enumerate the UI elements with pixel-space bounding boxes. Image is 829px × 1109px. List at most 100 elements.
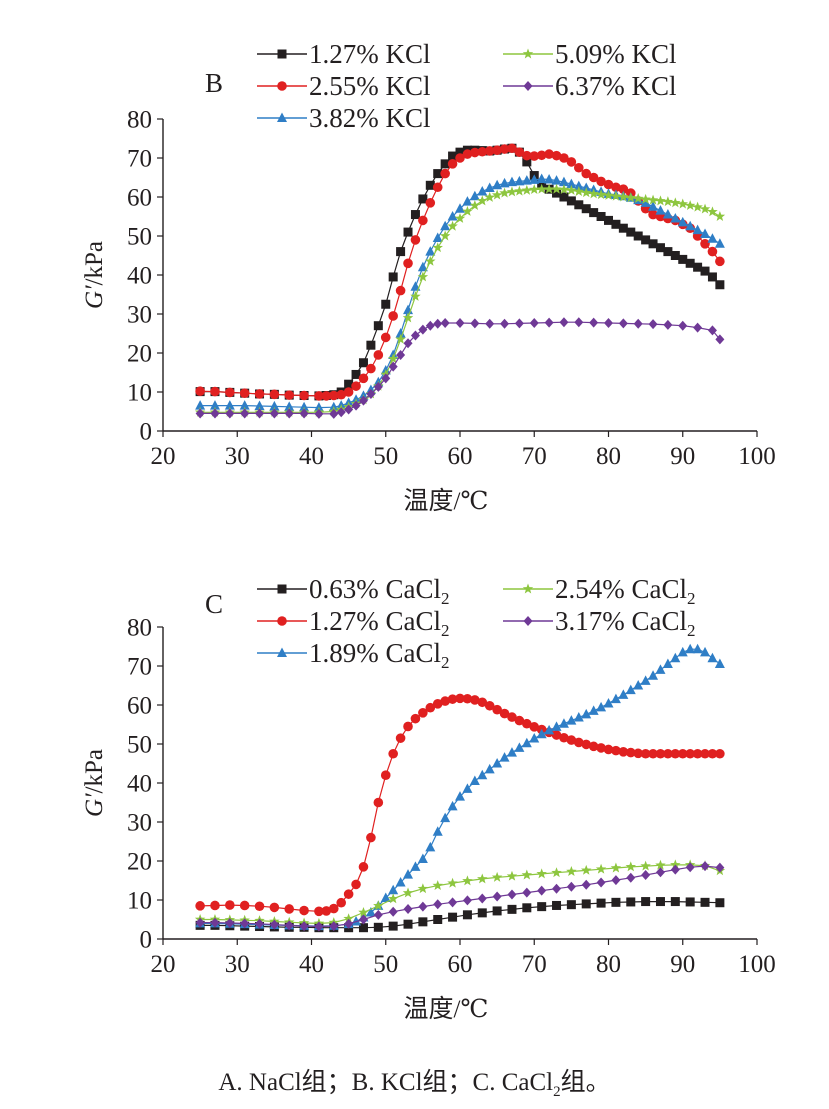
data-point (477, 873, 488, 884)
data-point (491, 189, 503, 200)
caption-subscript: 2 (553, 1084, 561, 1100)
series-line (200, 188, 721, 413)
data-point (715, 898, 725, 908)
data-point (455, 791, 465, 801)
data-point (387, 353, 399, 364)
data-point (403, 258, 413, 269)
y-axis-title-symbol: G′ (81, 793, 108, 817)
data-point (299, 921, 309, 932)
data-point (462, 196, 473, 206)
data-point (358, 914, 368, 925)
x-tick-label: 90 (670, 443, 695, 470)
data-point (536, 183, 547, 194)
data-point (677, 198, 688, 209)
data-point (403, 919, 413, 929)
data-point (521, 184, 533, 195)
data-point (269, 400, 280, 411)
data-point (700, 748, 710, 759)
legend-marker (522, 48, 534, 59)
data-point (529, 151, 540, 161)
data-point (715, 256, 725, 267)
series-line (200, 147, 721, 397)
data-point (663, 319, 673, 330)
data-point (633, 231, 643, 241)
y-tick-label: 10 (127, 888, 152, 915)
x-tick-label: 70 (522, 951, 547, 978)
data-point (417, 883, 429, 894)
data-point (670, 748, 681, 759)
data-point (314, 391, 324, 401)
data-point (611, 745, 621, 756)
data-point (388, 921, 398, 931)
data-point (417, 261, 428, 272)
data-point (611, 875, 621, 886)
data-point (417, 853, 428, 864)
data-point (589, 317, 599, 328)
data-point (485, 318, 495, 329)
data-point (551, 183, 562, 194)
data-point (611, 897, 621, 907)
data-point (403, 721, 413, 732)
data-point (239, 900, 250, 911)
data-point (462, 149, 473, 159)
data-point (314, 921, 324, 932)
data-point (254, 389, 265, 399)
data-point (418, 708, 428, 718)
legend-label: 1.27% KCl (309, 39, 431, 69)
data-point (418, 901, 428, 912)
data-point (566, 866, 577, 876)
data-point (544, 149, 554, 159)
data-point (655, 859, 666, 870)
panel-label: C (205, 589, 223, 619)
data-point (455, 153, 465, 163)
data-point (432, 826, 443, 836)
data-point (566, 196, 576, 206)
y-tick-label: 50 (127, 732, 152, 759)
data-point (707, 748, 718, 759)
data-point (448, 912, 458, 922)
data-point (647, 194, 659, 205)
series-1-89-cacl2 (195, 643, 725, 931)
legend-label: 0.63% CaCl2 (309, 574, 450, 608)
data-point (492, 145, 502, 155)
data-point (521, 869, 533, 880)
data-point (403, 869, 414, 879)
data-point (210, 900, 220, 911)
data-point (410, 713, 421, 724)
data-point (670, 859, 681, 870)
x-tick-label: 80 (596, 443, 621, 470)
data-point (641, 897, 651, 907)
data-point (699, 203, 711, 214)
data-point (610, 693, 621, 704)
data-point (328, 390, 339, 401)
data-point (432, 182, 443, 193)
data-point (610, 862, 622, 873)
data-point (685, 643, 696, 654)
data-point (685, 220, 696, 231)
data-point (269, 389, 280, 400)
data-point (529, 184, 540, 195)
data-point (351, 879, 361, 890)
data-point (402, 312, 414, 323)
y-tick-label: 30 (127, 302, 152, 329)
data-point (618, 689, 629, 699)
data-point (714, 238, 725, 248)
data-point (595, 863, 607, 874)
data-point (321, 906, 332, 916)
data-point (700, 266, 710, 276)
y-tick-label: 40 (127, 771, 152, 798)
data-point (640, 748, 651, 759)
data-point (574, 317, 584, 328)
data-point (618, 318, 628, 329)
data-point (351, 400, 361, 411)
data-point (596, 743, 606, 753)
data-point (625, 192, 637, 203)
x-tick-label: 80 (596, 951, 621, 978)
data-point (343, 913, 354, 924)
legend-marker (523, 616, 533, 626)
data-point (581, 879, 591, 890)
data-point (506, 186, 518, 197)
data-point (633, 748, 643, 759)
series-line (200, 648, 721, 927)
data-point (433, 318, 443, 329)
